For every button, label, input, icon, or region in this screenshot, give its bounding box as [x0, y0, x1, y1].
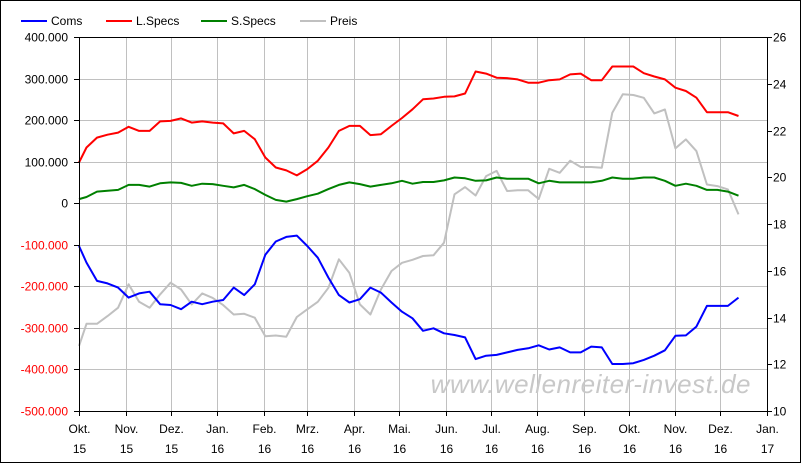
series-line-l-specs [78, 65, 739, 177]
x-axis-month-label: Okt. [68, 422, 90, 436]
x-axis-year-label: 15 [120, 442, 134, 456]
x-axis-month-label: Mrz. [296, 422, 319, 436]
left-axis-tick-label: 0 [61, 197, 68, 211]
x-axis-year-label: 15 [165, 442, 179, 456]
x-axis-month-label: Feb. [252, 422, 276, 436]
x-axis-year-label: 16 [623, 442, 637, 456]
x-axis-year-label: 16 [485, 442, 499, 456]
x-axis-year-label: 16 [348, 442, 362, 456]
x-axis-year-label: 16 [301, 442, 315, 456]
right-axis-tick-label: 16 [773, 265, 787, 279]
right-axis-tick-label: 26 [773, 31, 787, 45]
right-axis-tick-label: 12 [773, 358, 787, 372]
x-axis-month-label: Dez. [159, 422, 184, 436]
watermark: www.wellenreiter-invest.de [431, 369, 751, 399]
legend-label: L.Specs [136, 14, 179, 28]
x-axis-year-label: 16 [258, 442, 272, 456]
legend-label: Preis [330, 14, 357, 28]
x-axis-month-label: Apr. [344, 422, 365, 436]
left-axis-tick-label: -400.000 [21, 363, 69, 377]
x-axis-month-label: Jan. [756, 422, 779, 436]
left-axis-tick-label: -500.000 [21, 405, 69, 419]
x-axis-month-label: Sep. [572, 422, 597, 436]
x-axis-month-label: Nov. [664, 422, 688, 436]
x-axis-year-label: 16 [440, 442, 454, 456]
x-axis-month-label: Okt. [618, 422, 640, 436]
x-axis-month-label: Jan. [206, 422, 229, 436]
x-axis-month-label: Aug. [525, 422, 550, 436]
left-axis-tick-label: -300.000 [21, 322, 69, 336]
series-line-coms [78, 234, 740, 365]
legend-label: S.Specs [231, 14, 276, 28]
left-axis-tick-label: 200.000 [25, 114, 69, 128]
x-axis-year-label: 16 [531, 442, 545, 456]
x-axis-year-label: 15 [73, 442, 87, 456]
left-axis-tick-label: -100.000 [21, 239, 69, 253]
right-axis-tick-label: 10 [773, 405, 787, 419]
left-axis-tick-label: -200.000 [21, 280, 69, 294]
left-axis-tick-label: 100.000 [25, 156, 69, 170]
right-axis-tick-label: 24 [773, 78, 787, 92]
left-axis-tick-label: 400.000 [25, 31, 69, 45]
series-line-preis [78, 93, 740, 347]
right-axis-tick-label: 14 [773, 312, 787, 326]
x-axis-month-label: Nov. [115, 422, 139, 436]
series-line-s-specs [78, 176, 739, 203]
right-axis-tick-label: 20 [773, 171, 787, 185]
x-axis-year-label: 17 [761, 442, 775, 456]
x-axis-year-label: 16 [211, 442, 225, 456]
x-axis-year-label: 16 [714, 442, 728, 456]
x-axis-month-label: Dez. [708, 422, 733, 436]
x-axis-month-label: Mai. [388, 422, 411, 436]
left-axis-tick-label: 300.000 [25, 73, 69, 87]
right-axis-tick-label: 18 [773, 218, 787, 232]
x-axis-year-label: 16 [669, 442, 683, 456]
x-axis-month-label: Jul. [482, 422, 501, 436]
right-axis-tick-label: 22 [773, 125, 787, 139]
x-axis-month-label: Jun. [435, 422, 458, 436]
x-axis-year-label: 16 [578, 442, 592, 456]
legend-label: Coms [51, 14, 82, 28]
x-axis-year-label: 16 [393, 442, 407, 456]
